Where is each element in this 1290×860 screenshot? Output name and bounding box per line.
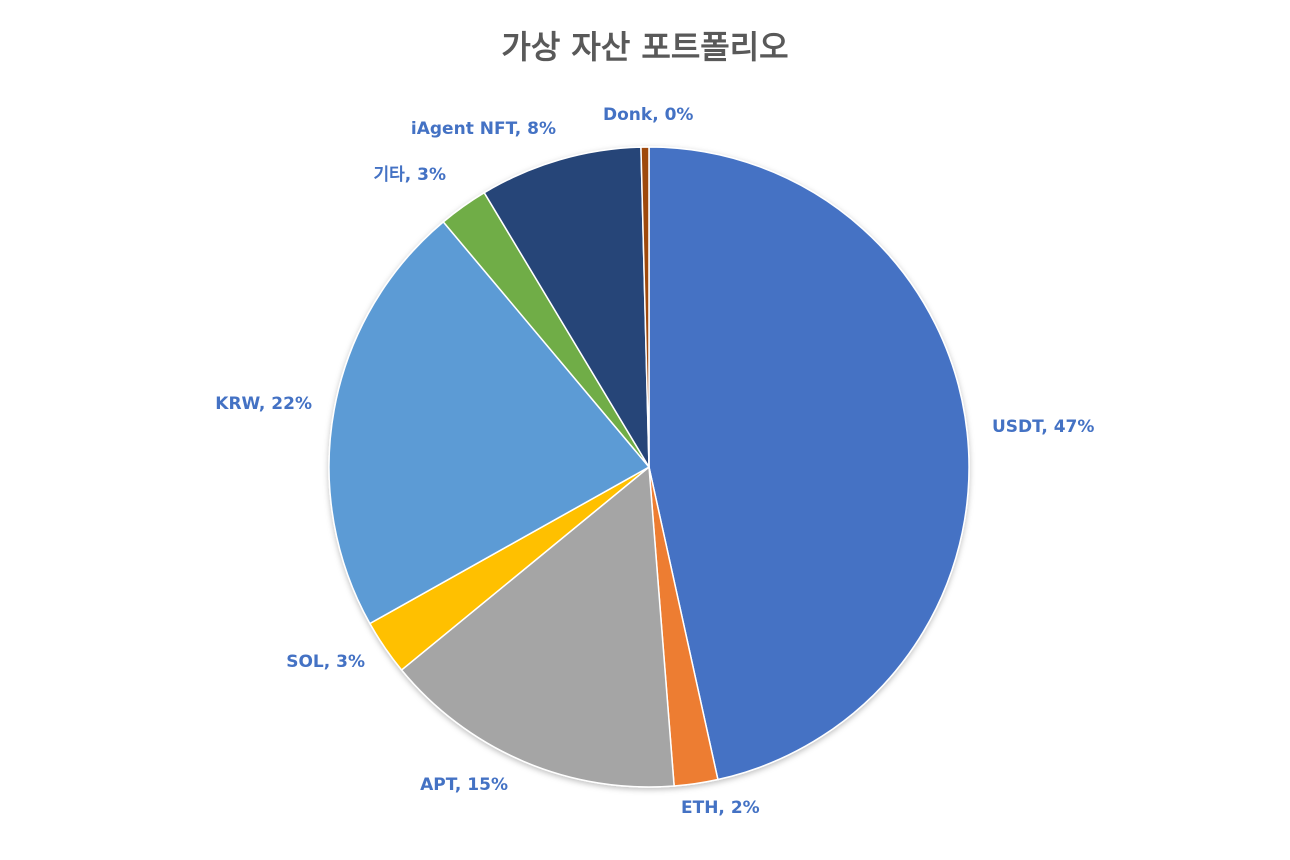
data-label-apt: APT, 15% [420,775,508,795]
data-label-donk: Donk, 0% [603,105,693,125]
data-label-usdt: USDT, 47% [992,417,1094,437]
pie-slices [328,146,970,788]
slice-krw[interactable] [328,220,651,625]
data-label-eth: ETH, 2% [681,798,760,818]
pie-labels: USDT, 47% ETH, 2% APT, 15% SOL, 3% KRW, 22% 기… [215,105,1094,818]
data-label-sol: SOL, 3% [286,652,365,672]
slice-apt[interactable] [400,465,675,788]
slice-donk[interactable] [640,146,650,468]
slice-iagent-nft[interactable] [483,146,650,470]
slice-usdt[interactable] [648,146,970,781]
chart-title: 가상 자산 포트폴리오 [501,28,789,66]
data-label-기타: 기타, 3% [373,165,446,185]
data-label-iagent-nft: iAgent NFT, 8% [411,119,556,139]
data-label-krw: KRW, 22% [215,394,312,414]
